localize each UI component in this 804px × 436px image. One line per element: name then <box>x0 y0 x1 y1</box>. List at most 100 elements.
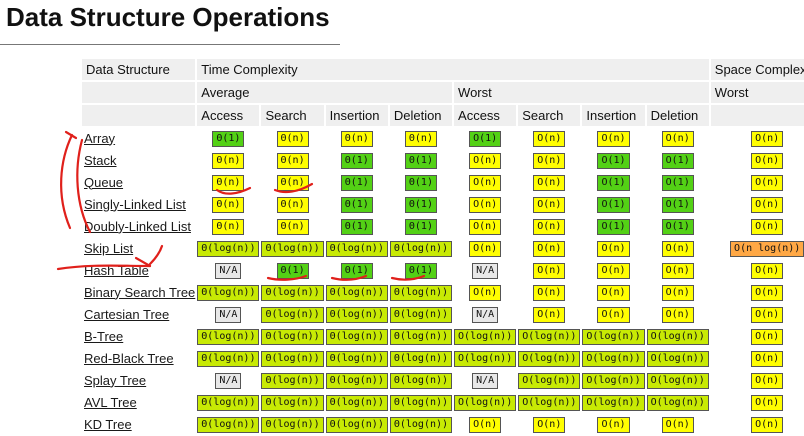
complexity-badge: O(log(n)) <box>582 329 645 345</box>
complexity-cell: Θ(log(n)) <box>389 370 453 390</box>
complexity-badge: Θ(1) <box>340 153 373 169</box>
complexity-cell: O(n) <box>711 150 804 170</box>
complexity-cell: Θ(log(n)) <box>325 348 388 368</box>
complexity-cell: Θ(1) <box>326 150 388 170</box>
table-row: Red-Black Tree Θ(log(n)) Θ(log(n)) Θ(log(n)… <box>82 348 804 368</box>
complexity-cell: O(log(n)) <box>518 392 581 412</box>
structure-link[interactable]: Red-Black Tree <box>84 350 174 366</box>
complexity-badge: Θ(log(n)) <box>325 395 388 411</box>
complexity-badge: Θ(1) <box>212 131 245 147</box>
complexity-badge: O(1) <box>597 219 630 235</box>
complexity-badge: O(n) <box>661 131 694 147</box>
complexity-badge: O(n) <box>469 175 502 191</box>
complexity-cell: Θ(log(n)) <box>389 238 453 258</box>
complexity-badge: O(n) <box>751 285 784 301</box>
complexity-cell: O(n) <box>647 128 709 148</box>
structure-link[interactable]: AVL Tree <box>84 394 137 410</box>
complexity-badge: Θ(log(n)) <box>197 395 260 411</box>
complexity-cell: O(log(n)) <box>518 348 581 368</box>
structure-link[interactable]: Singly-Linked List <box>84 196 186 212</box>
structure-link[interactable]: Stack <box>84 152 117 168</box>
structure-name-cell: Skip List <box>82 238 195 258</box>
complexity-cell: Θ(n) <box>261 150 323 170</box>
complexity-cell: O(n) <box>518 238 580 258</box>
structure-link[interactable]: Hash Table <box>84 262 149 278</box>
complexity-badge: O(n) <box>533 263 566 279</box>
complexity-badge: O(n) <box>533 417 566 433</box>
complexity-badge: Θ(1) <box>340 197 373 213</box>
structure-link[interactable]: KD Tree <box>84 416 132 432</box>
table-row: Cartesian Tree N/A Θ(log(n)) Θ(log(n)) Θ(log… <box>82 304 804 324</box>
complexity-badge: O(n) <box>751 131 784 147</box>
complexity-cell: O(1) <box>582 150 644 170</box>
complexity-cell: O(1) <box>454 128 516 148</box>
structure-link[interactable]: Cartesian Tree <box>84 306 170 322</box>
complexity-cell: Θ(log(n)) <box>197 414 260 434</box>
structure-link[interactable]: Doubly-Linked List <box>84 218 191 234</box>
structure-name-cell: KD Tree <box>82 414 195 434</box>
complexity-cell: O(n) <box>582 128 644 148</box>
complexity-badge: O(n) <box>469 197 502 213</box>
complexity-cell: O(n) <box>518 216 580 236</box>
structure-link[interactable]: B-Tree <box>84 328 124 344</box>
complexity-cell: O(n) <box>518 150 580 170</box>
complexity-badge: Θ(log(n)) <box>197 285 260 301</box>
complexity-cell: Θ(log(n)) <box>197 392 260 412</box>
complexity-badge: O(n) <box>661 241 694 257</box>
complexity-badge: Θ(log(n)) <box>325 417 388 433</box>
complexity-badge: O(n) <box>661 417 694 433</box>
complexity-badge: Θ(1) <box>340 219 373 235</box>
complexity-badge: O(log(n)) <box>518 351 581 367</box>
complexity-cell: Θ(log(n)) <box>389 282 453 302</box>
complexity-cell: Θ(log(n)) <box>261 348 324 368</box>
complexity-badge: O(n) <box>533 175 566 191</box>
complexity-cell: Θ(1) <box>326 216 388 236</box>
structure-name-cell: AVL Tree <box>82 392 195 412</box>
complexity-badge: Θ(log(n)) <box>261 241 324 257</box>
complexity-badge: O(log(n)) <box>582 351 645 367</box>
complexity-cell: Θ(1) <box>390 172 452 192</box>
complexity-cell: O(1) <box>647 150 709 170</box>
complexity-badge: O(n) <box>597 417 630 433</box>
complexity-cell: Θ(log(n)) <box>389 348 453 368</box>
complexity-badge: Θ(log(n)) <box>261 351 324 367</box>
complexity-badge: Θ(log(n)) <box>261 373 324 389</box>
complexity-badge: Θ(n) <box>212 197 245 213</box>
complexity-badge: O(n) <box>751 175 784 191</box>
table-row: Singly-Linked List Θ(n) Θ(n) Θ(1) Θ(1) O(n) O(… <box>82 194 804 214</box>
complexity-badge: Θ(n) <box>276 219 309 235</box>
header-blank <box>82 105 196 126</box>
complexity-cell: Θ(1) <box>326 172 388 192</box>
complexity-badge: O(log(n)) <box>454 351 517 367</box>
complexity-cell: O(n) <box>647 282 709 302</box>
complexity-cell: Θ(1) <box>390 150 452 170</box>
complexity-badge: Θ(log(n)) <box>197 241 260 257</box>
complexity-badge: N/A <box>472 307 499 323</box>
complexity-cell: O(log(n)) <box>454 392 517 412</box>
complexity-cell: O(1) <box>582 194 644 214</box>
complexity-cell: O(n) <box>711 172 804 192</box>
structure-link[interactable]: Queue <box>84 174 124 190</box>
complexity-cell: O(log(n)) <box>582 348 645 368</box>
complexity-cell: Θ(n) <box>261 194 323 214</box>
complexity-badge: O(log(n)) <box>646 351 709 367</box>
structure-link[interactable]: Skip List <box>84 240 134 256</box>
complexity-badge: O(n) <box>661 307 694 323</box>
structure-link[interactable]: Binary Search Tree <box>84 284 196 300</box>
complexity-cell: O(n) <box>711 392 804 412</box>
complexity-cell: O(n) <box>454 414 516 434</box>
complexity-badge: Θ(1) <box>404 175 437 191</box>
complexity-badge: O(n) <box>751 219 784 235</box>
complexity-cell: O(n) <box>454 282 516 302</box>
structure-link[interactable]: Array <box>84 130 116 146</box>
complexity-badge: O(log(n)) <box>518 395 581 411</box>
complexity-cell: N/A <box>197 370 259 390</box>
structure-link[interactable]: Splay Tree <box>84 372 147 388</box>
complexity-badge: O(1) <box>661 175 694 191</box>
complexity-cell: O(n) <box>518 260 580 280</box>
complexity-badge: O(log(n)) <box>582 373 645 389</box>
complexity-cell: O(n log(n)) <box>711 238 804 258</box>
complexity-cell: Θ(1) <box>390 260 452 280</box>
header-average: Average <box>197 82 453 103</box>
structure-name-cell: B-Tree <box>82 326 195 346</box>
